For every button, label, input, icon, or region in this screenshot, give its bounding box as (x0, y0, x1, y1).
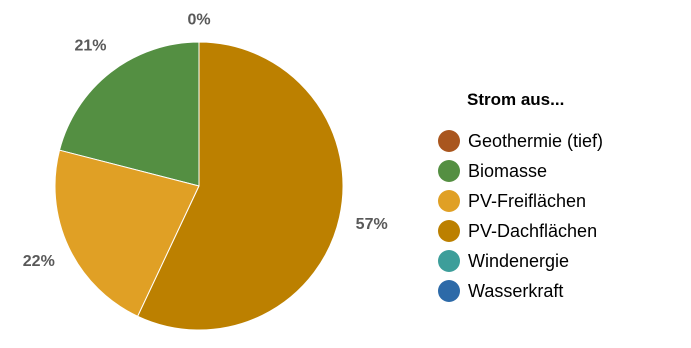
legend-item-biomasse: Biomasse (438, 156, 603, 186)
legend-label: Windenergie (468, 250, 570, 271)
data-label: 57% (356, 216, 388, 233)
data-label: 21% (74, 38, 106, 55)
pie-slices (54, 41, 344, 331)
legend-label: PV-Freiflächen (468, 190, 587, 211)
pie-labels: 21% 22% 57% 0% (23, 12, 388, 270)
pie-slice-biomasse (58, 41, 200, 187)
legend-marker-icon (438, 190, 460, 212)
legend-marker-icon (438, 160, 460, 182)
legend-marker-icon (438, 130, 460, 152)
legend-marker-icon (438, 280, 460, 302)
legend-item-wasserkraft: Wasserkraft (438, 276, 603, 306)
legend-item-geothermie: Geothermie (tief) (438, 126, 603, 156)
pie-slice-pv-dachfl-chen (137, 41, 344, 331)
legend-label: Wasserkraft (468, 280, 564, 301)
data-label: 22% (23, 253, 55, 270)
legend-item-windenergie: Windenergie (438, 246, 603, 276)
legend-title: Strom aus... (467, 90, 565, 109)
legend-label: Geothermie (tief) (468, 130, 604, 151)
legend: Strom aus... Geothermie (tief) Biomasse … (438, 88, 603, 306)
data-label: 0% (187, 12, 210, 29)
legend-item-pv-freiflaechen: PV-Freiflächen (438, 186, 603, 216)
legend-marker-icon (438, 220, 460, 242)
legend-item-pv-dachflaechen: PV-Dachflächen (438, 216, 603, 246)
legend-marker-icon (438, 250, 460, 272)
legend-label: PV-Dachflächen (468, 220, 598, 241)
legend-label: Biomasse (468, 160, 548, 181)
pie-slice-pv-freifl-chen (54, 149, 200, 317)
